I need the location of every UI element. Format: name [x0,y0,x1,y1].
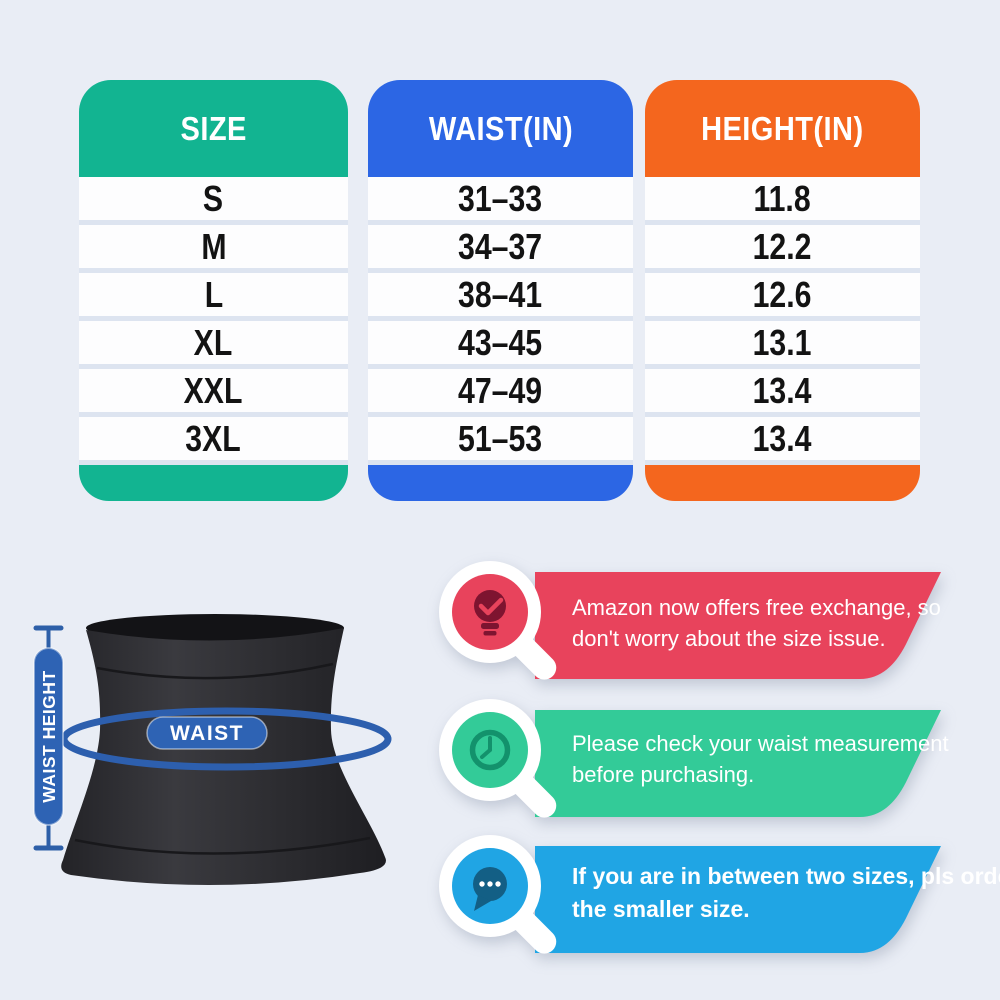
height-column-header: HEIGHT(IN) [645,80,920,177]
table-cell: 12.2 [645,225,920,273]
size-column-footer-bar [79,465,348,501]
table-cell: XXL [79,369,348,417]
table-cell: L [79,273,348,321]
chat-dots-icon [473,867,507,911]
callout-check-measurement: Please check your waist measurement befo… [430,696,960,846]
size-table-column-waist: WAIST(IN) 31–33 34–37 38–41 43–45 47–49 … [368,80,633,501]
table-cell: 11.8 [645,177,920,225]
table-cell: 13.1 [645,321,920,369]
callout-line: If you are in between two sizes, pls ord… [572,863,1000,889]
lightbulb-check-icon [474,590,506,636]
waist-height-ruler [33,625,64,851]
size-column-header-label: SIZE [180,109,247,147]
callout-text: If you are in between two sizes, pls ord… [572,860,1000,926]
waist-column-header-label: WAIST(IN) [428,109,573,147]
callout-banner-green [439,699,941,818]
size-column-header: SIZE [79,80,348,177]
waist-column-footer-bar [368,465,633,501]
callout-banner-red [439,561,941,680]
table-cell: 31–33 [368,177,633,225]
table-cell: 47–49 [368,369,633,417]
table-cell: 51–53 [368,417,633,465]
callout-line: Please check your waist measurement [572,731,949,756]
waist-height-pill: WAIST HEIGHT [33,647,64,826]
waist-trainer-image [61,614,386,886]
callout-text: Please check your waist measurement befo… [572,728,949,790]
callout-line: Amazon now offers free exchange, so [572,595,941,620]
callout-banner-blue [439,835,941,954]
waist-measure-ring [60,707,392,771]
waist-trainer-illustration: WAIST WAIST HEIGHT [33,614,392,886]
table-cell: XL [79,321,348,369]
table-cell: 12.6 [645,273,920,321]
size-table-column-size: SIZE S M L XL XXL 3XL [79,80,348,501]
waist-column-header: WAIST(IN) [368,80,633,177]
table-cell: M [79,225,348,273]
height-column-footer-bar [645,465,920,501]
waist-label-pill: WAIST [146,716,268,750]
callout-text: Amazon now offers free exchange, so don'… [572,592,941,654]
waist-height-label: WAIST HEIGHT [39,670,59,802]
callout-between-sizes: If you are in between two sizes, pls ord… [430,832,1000,982]
table-cell: 38–41 [368,273,633,321]
callout-free-exchange: Amazon now offers free exchange, so don'… [430,558,960,708]
size-table-column-height: HEIGHT(IN) 11.8 12.2 12.6 13.1 13.4 13.4 [645,80,920,501]
table-cell: 13.4 [645,369,920,417]
callout-line: the smaller size. [572,896,750,922]
callout-line: don't worry about the size issue. [572,626,886,651]
table-cell: 13.4 [645,417,920,465]
callout-line: before purchasing. [572,762,755,787]
table-cell: S [79,177,348,225]
waist-label: WAIST [170,722,244,745]
height-column-header-label: HEIGHT(IN) [701,109,864,147]
table-cell: 3XL [79,417,348,465]
table-cell: 34–37 [368,225,633,273]
table-cell: 43–45 [368,321,633,369]
clock-icon [469,729,511,771]
